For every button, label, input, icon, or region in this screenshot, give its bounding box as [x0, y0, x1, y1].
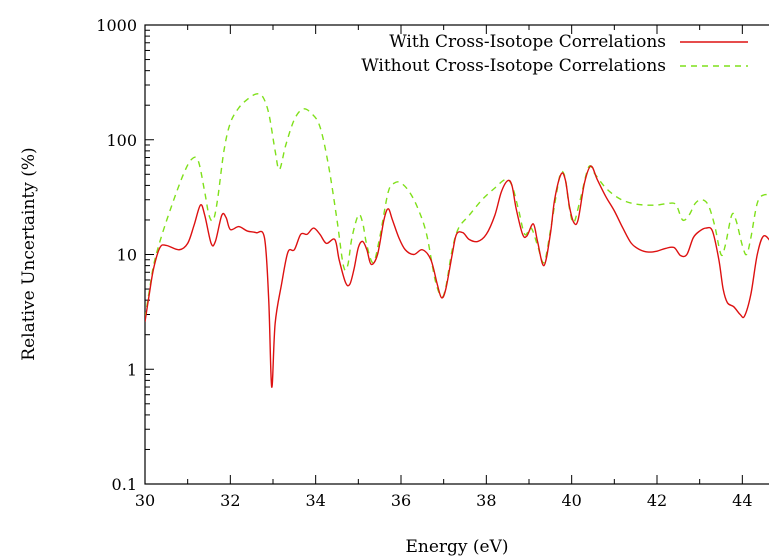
y-tick-label: 1000: [96, 16, 137, 35]
x-tick-label: 32: [220, 491, 240, 510]
x-tick-label: 40: [561, 491, 581, 510]
y-axis-label: Relative Uncertainty (%): [19, 147, 39, 360]
legend-label: Without Cross-Isotope Correlations: [361, 56, 666, 76]
x-tick-label: 44: [732, 491, 752, 510]
y-tick-label: 1: [127, 360, 137, 379]
plot-frame: [144, 24, 769, 485]
x-tick-label: 30: [135, 491, 155, 510]
series-line-without-correlations: [145, 92, 769, 319]
y-tick-label: 0.1: [112, 475, 137, 494]
x-tick-label: 34: [305, 491, 325, 510]
x-tick-label: 42: [647, 491, 667, 510]
x-axis-label: Energy (eV): [405, 537, 508, 557]
x-tick-label: 36: [391, 491, 411, 510]
y-tick-label: 100: [106, 131, 137, 150]
legend-label: With Cross-Isotope Correlations: [389, 32, 666, 52]
y-tick-label: 10: [117, 246, 137, 265]
x-tick-label: 38: [476, 491, 496, 510]
series-line-with-correlations: [145, 165, 769, 388]
